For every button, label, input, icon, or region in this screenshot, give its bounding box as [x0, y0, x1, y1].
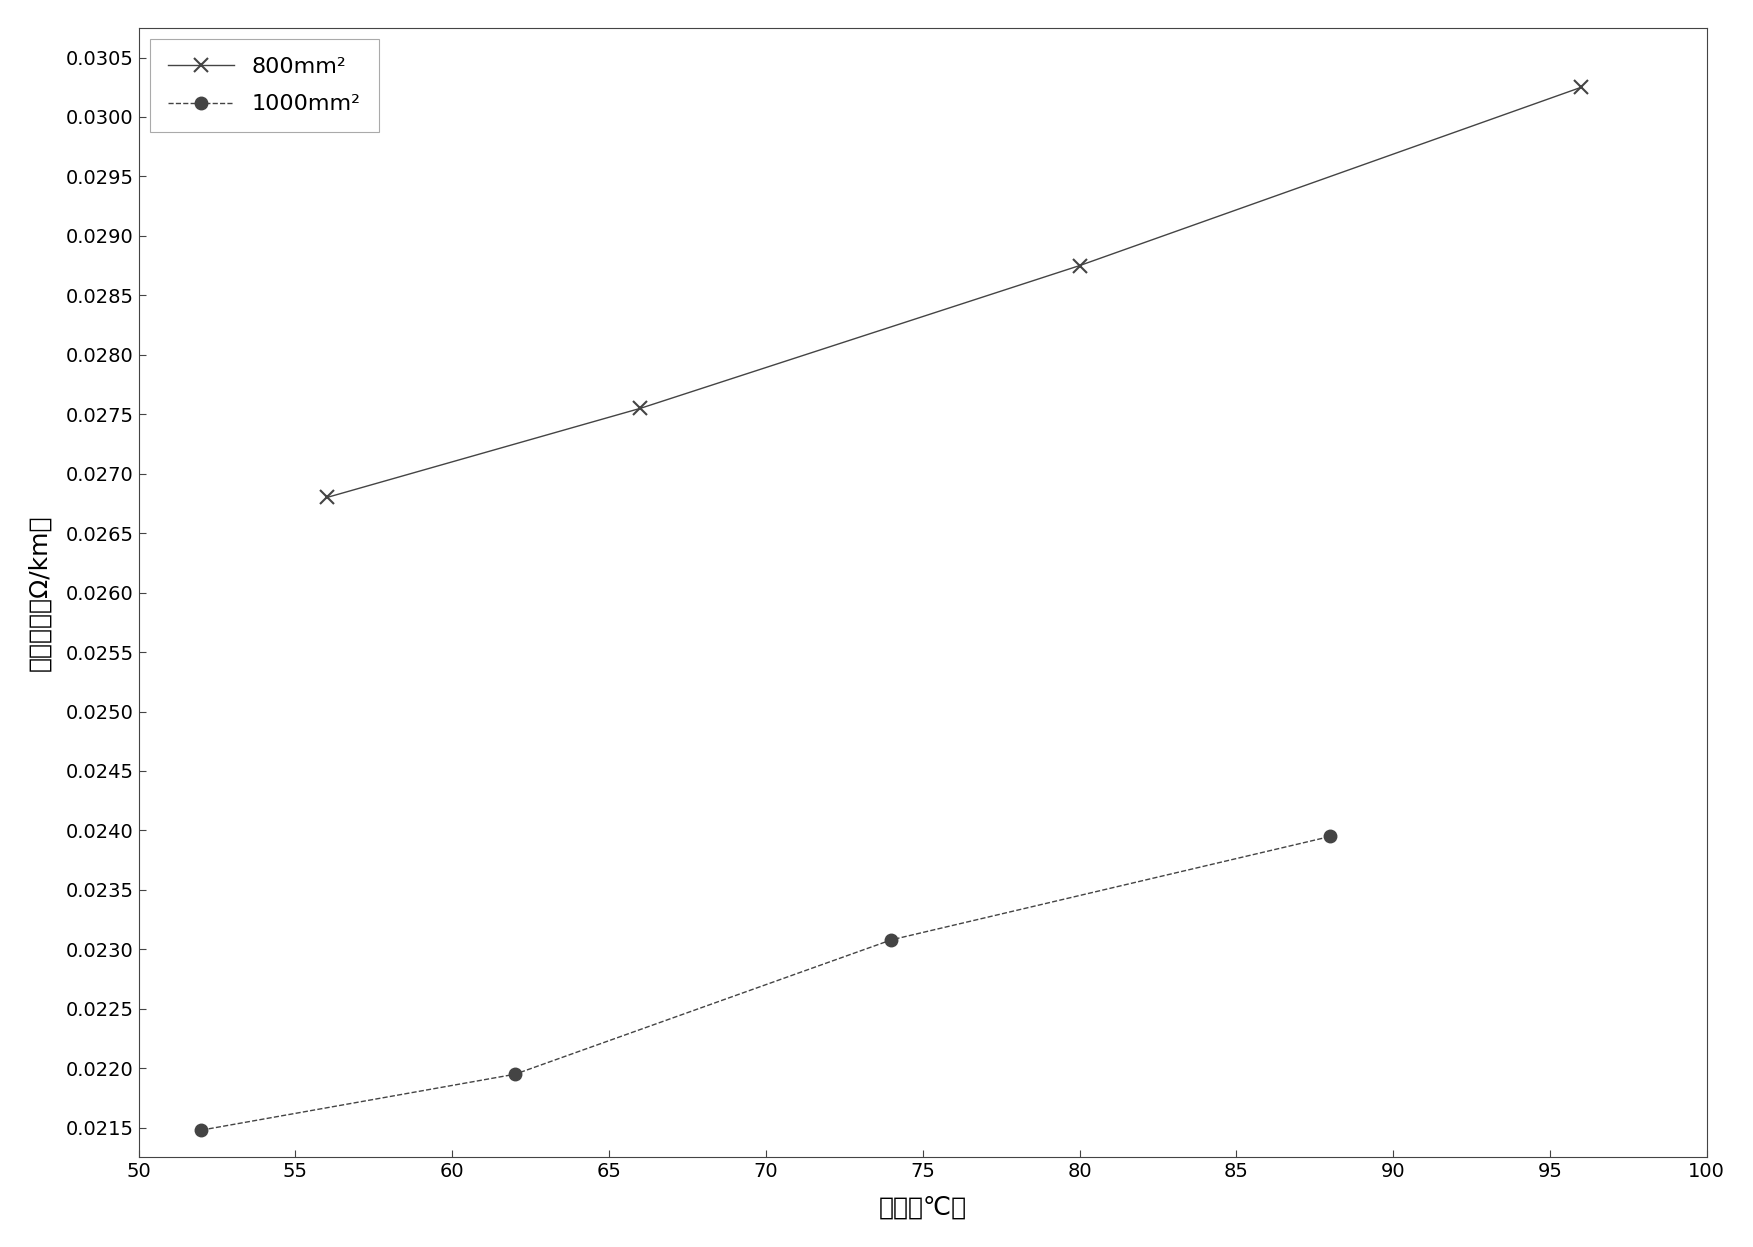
- Legend: 800mm², 1000mm²: 800mm², 1000mm²: [149, 39, 379, 132]
- X-axis label: 温度（℃）: 温度（℃）: [878, 1195, 968, 1220]
- Y-axis label: 交流电阵（Ω/km）: 交流电阵（Ω/km）: [28, 514, 53, 671]
